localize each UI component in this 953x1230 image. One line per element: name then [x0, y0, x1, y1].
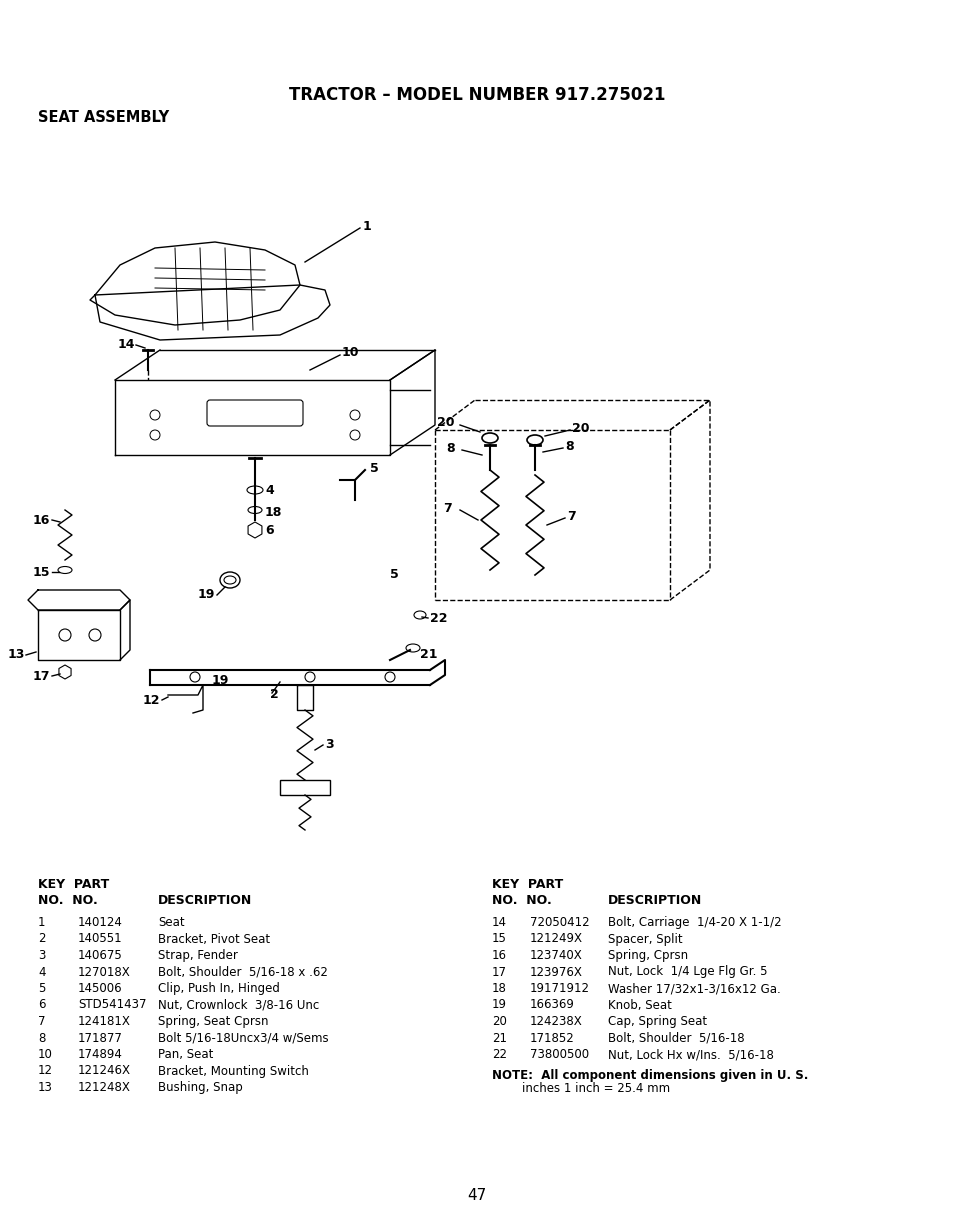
- Text: 14: 14: [492, 916, 506, 929]
- Text: 15: 15: [492, 932, 506, 946]
- Text: inches 1 inch = 25.4 mm: inches 1 inch = 25.4 mm: [492, 1082, 669, 1096]
- Text: 17: 17: [492, 966, 506, 979]
- Text: 1: 1: [363, 219, 372, 232]
- Text: 5: 5: [370, 461, 378, 475]
- Text: NO.  NO.: NO. NO.: [38, 894, 97, 907]
- Text: 19171912: 19171912: [530, 982, 589, 995]
- Text: NOTE:  All component dimensions given in U. S.: NOTE: All component dimensions given in …: [492, 1069, 807, 1081]
- Text: 5: 5: [38, 982, 46, 995]
- Text: 7: 7: [566, 509, 576, 523]
- Text: 22: 22: [492, 1048, 506, 1061]
- Text: 124181X: 124181X: [78, 1015, 131, 1028]
- Text: 18: 18: [265, 506, 282, 519]
- Text: 19: 19: [197, 588, 214, 601]
- Text: Spring, Seat Cprsn: Spring, Seat Cprsn: [158, 1015, 268, 1028]
- Text: 19: 19: [212, 674, 229, 686]
- Text: 127018X: 127018X: [78, 966, 131, 979]
- Text: NO.  NO.: NO. NO.: [492, 894, 551, 907]
- Text: Spacer, Split: Spacer, Split: [607, 932, 682, 946]
- Text: 7: 7: [38, 1015, 46, 1028]
- Text: 17: 17: [32, 669, 50, 683]
- Text: Bracket, Pivot Seat: Bracket, Pivot Seat: [158, 932, 270, 946]
- Text: 5: 5: [390, 568, 398, 582]
- Text: Bolt, Shoulder  5/16-18 x .62: Bolt, Shoulder 5/16-18 x .62: [158, 966, 328, 979]
- Text: KEY  PART: KEY PART: [38, 878, 110, 891]
- Text: 140124: 140124: [78, 916, 123, 929]
- Text: Bushing, Snap: Bushing, Snap: [158, 1081, 242, 1093]
- Text: 13: 13: [38, 1081, 52, 1093]
- Text: 15: 15: [32, 566, 50, 578]
- Text: Nut, Lock  1/4 Lge Flg Gr. 5: Nut, Lock 1/4 Lge Flg Gr. 5: [607, 966, 767, 979]
- Text: Washer 17/32x1-3/16x12 Ga.: Washer 17/32x1-3/16x12 Ga.: [607, 982, 780, 995]
- Text: 22: 22: [430, 611, 447, 625]
- Text: 10: 10: [38, 1048, 52, 1061]
- Text: 1: 1: [38, 916, 46, 929]
- Text: 8: 8: [564, 439, 573, 453]
- Text: DESCRIPTION: DESCRIPTION: [607, 894, 701, 907]
- Text: SEAT ASSEMBLY: SEAT ASSEMBLY: [38, 111, 169, 125]
- Text: 73800500: 73800500: [530, 1048, 589, 1061]
- Text: 20: 20: [492, 1015, 506, 1028]
- Text: 12: 12: [38, 1064, 53, 1077]
- Text: 174894: 174894: [78, 1048, 123, 1061]
- Text: 124238X: 124238X: [530, 1015, 582, 1028]
- Text: 18: 18: [492, 982, 506, 995]
- Text: 16: 16: [492, 950, 506, 962]
- Text: 14: 14: [117, 338, 135, 352]
- Text: 8: 8: [446, 442, 455, 455]
- Text: TRACTOR – MODEL NUMBER 917.275021: TRACTOR – MODEL NUMBER 917.275021: [289, 86, 664, 105]
- Text: 4: 4: [265, 483, 274, 497]
- Text: 123976X: 123976X: [530, 966, 582, 979]
- Text: 145006: 145006: [78, 982, 123, 995]
- Text: Clip, Push In, Hinged: Clip, Push In, Hinged: [158, 982, 279, 995]
- Text: 19: 19: [492, 999, 506, 1011]
- Text: 21: 21: [419, 648, 437, 662]
- Text: 171877: 171877: [78, 1032, 123, 1044]
- Text: 2: 2: [38, 932, 46, 946]
- Text: 7: 7: [443, 502, 452, 514]
- Text: 21: 21: [492, 1032, 506, 1044]
- Text: Bolt, Shoulder  5/16-18: Bolt, Shoulder 5/16-18: [607, 1032, 744, 1044]
- Text: 121246X: 121246X: [78, 1064, 131, 1077]
- Text: 72050412: 72050412: [530, 916, 589, 929]
- Text: 16: 16: [32, 513, 50, 526]
- Text: 13: 13: [8, 648, 25, 662]
- Text: 171852: 171852: [530, 1032, 574, 1044]
- Text: 8: 8: [38, 1032, 46, 1044]
- Text: DESCRIPTION: DESCRIPTION: [158, 894, 252, 907]
- Text: Cap, Spring Seat: Cap, Spring Seat: [607, 1015, 706, 1028]
- Text: Knob, Seat: Knob, Seat: [607, 999, 671, 1011]
- Text: Strap, Fender: Strap, Fender: [158, 950, 237, 962]
- Text: 20: 20: [572, 422, 589, 434]
- Text: 2: 2: [270, 689, 278, 701]
- Text: Nut, Lock Hx w/Ins.  5/16-18: Nut, Lock Hx w/Ins. 5/16-18: [607, 1048, 773, 1061]
- Text: 4: 4: [38, 966, 46, 979]
- Text: STD541437: STD541437: [78, 999, 147, 1011]
- Text: KEY  PART: KEY PART: [492, 878, 562, 891]
- Text: 123740X: 123740X: [530, 950, 582, 962]
- Text: 140551: 140551: [78, 932, 123, 946]
- Text: 12: 12: [142, 694, 160, 706]
- Bar: [280, 780, 330, 795]
- Text: Spring, Cprsn: Spring, Cprsn: [607, 950, 687, 962]
- Text: 6: 6: [38, 999, 46, 1011]
- Text: 10: 10: [341, 347, 359, 359]
- Text: 3: 3: [38, 950, 46, 962]
- Text: 121249X: 121249X: [530, 932, 582, 946]
- Text: 166369: 166369: [530, 999, 575, 1011]
- Text: 20: 20: [437, 416, 455, 428]
- Text: Nut, Crownlock  3/8-16 Unc: Nut, Crownlock 3/8-16 Unc: [158, 999, 319, 1011]
- Text: 140675: 140675: [78, 950, 123, 962]
- Text: 3: 3: [325, 738, 334, 752]
- Text: Seat: Seat: [158, 916, 185, 929]
- Text: Bolt, Carriage  1/4-20 X 1-1/2: Bolt, Carriage 1/4-20 X 1-1/2: [607, 916, 781, 929]
- Text: 121248X: 121248X: [78, 1081, 131, 1093]
- Text: 47: 47: [467, 1187, 486, 1203]
- Text: Bolt 5/16-18Uncx3/4 w/Sems: Bolt 5/16-18Uncx3/4 w/Sems: [158, 1032, 328, 1044]
- Text: Pan, Seat: Pan, Seat: [158, 1048, 213, 1061]
- Text: 6: 6: [265, 524, 274, 536]
- Text: Bracket, Mounting Switch: Bracket, Mounting Switch: [158, 1064, 309, 1077]
